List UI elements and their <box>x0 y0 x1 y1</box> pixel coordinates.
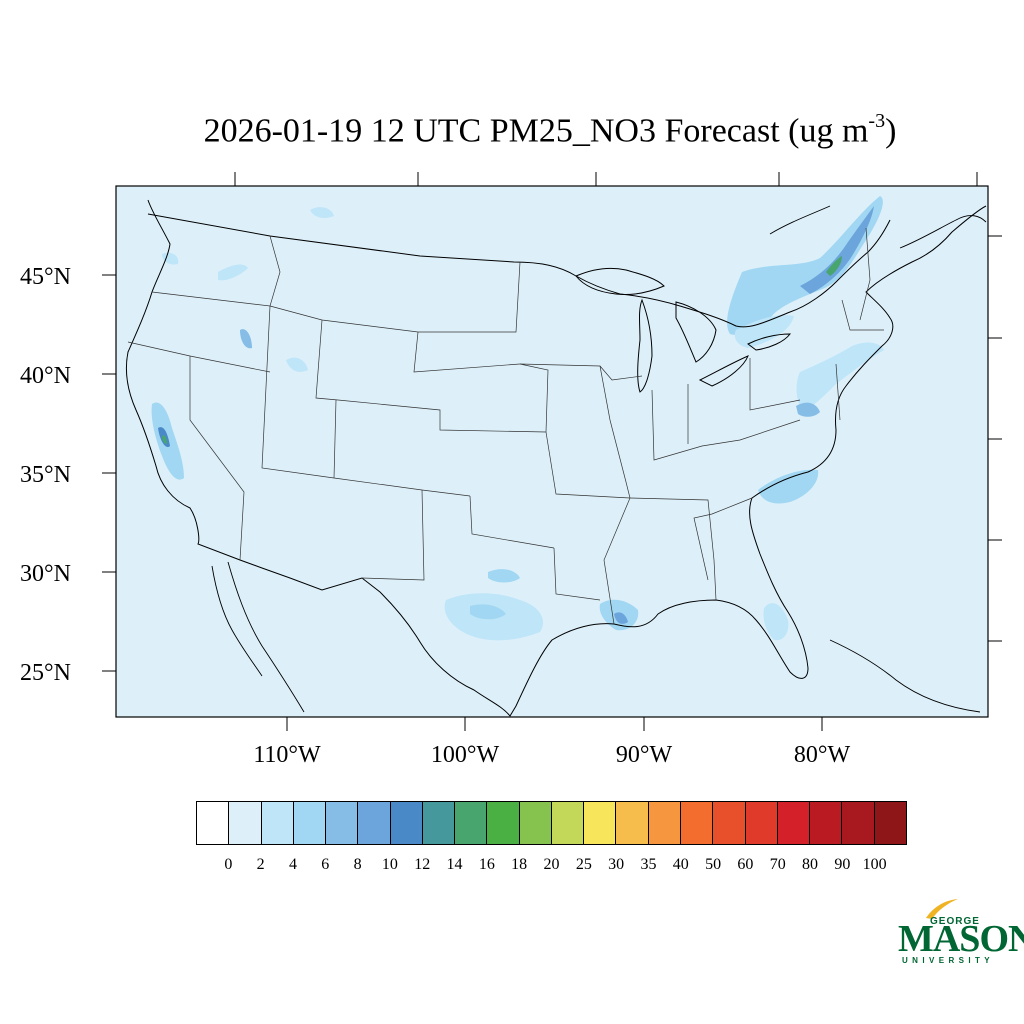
blob-texas-east <box>488 569 520 583</box>
lake-huron <box>675 301 717 363</box>
lat-label-35: 35°N <box>20 462 71 488</box>
colorbar-label: 8 <box>353 856 362 873</box>
colorbar-label: 70 <box>769 856 786 873</box>
blob-texas-inner <box>470 604 506 620</box>
colorbar-swatch <box>745 802 778 844</box>
blob-montana-n <box>310 207 334 218</box>
colorbar-label: 10 <box>381 856 398 873</box>
blob-st-lawrence <box>727 196 883 335</box>
swoosh-icon <box>926 899 958 919</box>
lake-erie <box>698 355 749 387</box>
lake-superior <box>575 267 665 295</box>
lon-label-90w: 90°W <box>616 742 673 768</box>
colorbar-label: 80 <box>802 856 819 873</box>
colorbar-swatch <box>713 802 746 844</box>
lon-label-110w: 110°W <box>253 742 321 768</box>
colorbar-swatch <box>358 802 391 844</box>
colorbar-label: 100 <box>862 856 887 873</box>
colorbar-swatch <box>842 802 875 844</box>
colorbar-label: 4 <box>288 856 297 873</box>
bottom-ticks <box>286 717 823 731</box>
state-borders <box>127 227 884 625</box>
colorbar-label: 30 <box>608 856 625 873</box>
colorbar-swatch <box>616 802 649 844</box>
title-exponent: -3 <box>868 110 886 132</box>
foreign-coastlines <box>211 205 987 713</box>
colorbar-swatch <box>422 802 456 844</box>
blob-idaho <box>240 329 252 349</box>
lon-label-100w: 100°W <box>431 742 500 768</box>
blob-east-coast <box>796 342 884 412</box>
lon-label-80w: 80°W <box>794 742 851 768</box>
colorbar-label: 2 <box>256 856 265 873</box>
lat-label-25: 25°N <box>20 660 71 686</box>
top-ticks <box>234 172 978 186</box>
colorbar-label: 40 <box>672 856 689 873</box>
blob-carolinas <box>758 469 819 504</box>
lake-michigan <box>637 298 653 393</box>
colorbar-label: 25 <box>575 856 592 873</box>
colorbar-swatch <box>293 802 327 844</box>
colorbar-swatch <box>261 802 294 844</box>
blob-lake-ontario <box>734 314 794 348</box>
colorbar-swatch <box>197 802 230 844</box>
colorbar-swatch <box>810 802 843 844</box>
colorbar-label: 35 <box>640 856 657 873</box>
blob-montreal-peak <box>826 256 842 276</box>
colorbar-label: 50 <box>705 856 722 873</box>
left-ticks <box>102 274 116 672</box>
blob-oregon <box>162 252 179 265</box>
colorbar-label: 0 <box>224 856 233 873</box>
lat-label-30: 30°N <box>20 561 71 587</box>
colorbar-label: 20 <box>543 856 560 873</box>
lake-ontario <box>747 333 792 351</box>
colorbar-label: 90 <box>834 856 851 873</box>
blob-st-lawrence-core <box>800 206 874 294</box>
title-close: ) <box>885 112 897 150</box>
colorbar-swatch <box>487 802 520 844</box>
colorbar-swatch <box>519 802 552 844</box>
colorbar-label: 12 <box>414 856 431 873</box>
gmu-logo: GEORGE MASON UNIVERSITY <box>896 898 1024 968</box>
colorbar-label: 18 <box>511 856 528 873</box>
colorbar-swatch <box>584 802 617 844</box>
colorbar-swatch <box>648 802 681 844</box>
logo-university: UNIVERSITY <box>902 956 995 965</box>
colorbar <box>196 801 907 845</box>
lat-label-45: 45°N <box>20 264 71 290</box>
colorbar-label: 16 <box>478 856 495 873</box>
blob-california-peak <box>162 435 167 444</box>
colorbar-label: 60 <box>737 856 754 873</box>
blob-louisiana-core <box>614 612 628 624</box>
colorbar-swatch <box>229 802 262 844</box>
lat-label-40: 40°N <box>20 363 71 389</box>
colorbar-swatch <box>551 802 585 844</box>
right-ticks <box>988 235 1002 642</box>
blob-washington <box>218 264 248 281</box>
blob-florida <box>763 603 789 641</box>
colorbar-swatch <box>455 802 488 844</box>
colorbar-swatch <box>777 802 811 844</box>
map-title: 2026-01-19 12 UTC PM25_NO3 Forecast (ug … <box>0 110 1024 150</box>
blob-utah <box>286 357 308 372</box>
colorbar-label: 6 <box>321 856 330 873</box>
map-background <box>115 185 989 718</box>
colorbar-swatch <box>874 802 906 844</box>
concentration-shading <box>151 196 884 641</box>
logo-george: GEORGE <box>930 916 980 927</box>
colorbar-label: 14 <box>446 856 463 873</box>
colorbar-swatch <box>390 802 423 844</box>
colorbar-swatch <box>326 802 359 844</box>
title-text: 2026-01-19 12 UTC PM25_NO3 Forecast (ug … <box>203 112 869 150</box>
colorbar-labels: 0 2 4 6 8 10 12 14 16 18 20 25 30 35 40 50 60 70 80 90 100 <box>196 856 907 878</box>
blob-chesapeake <box>796 402 820 417</box>
colorbar-swatch <box>680 802 714 844</box>
logo-mason: MASON <box>898 918 1024 960</box>
